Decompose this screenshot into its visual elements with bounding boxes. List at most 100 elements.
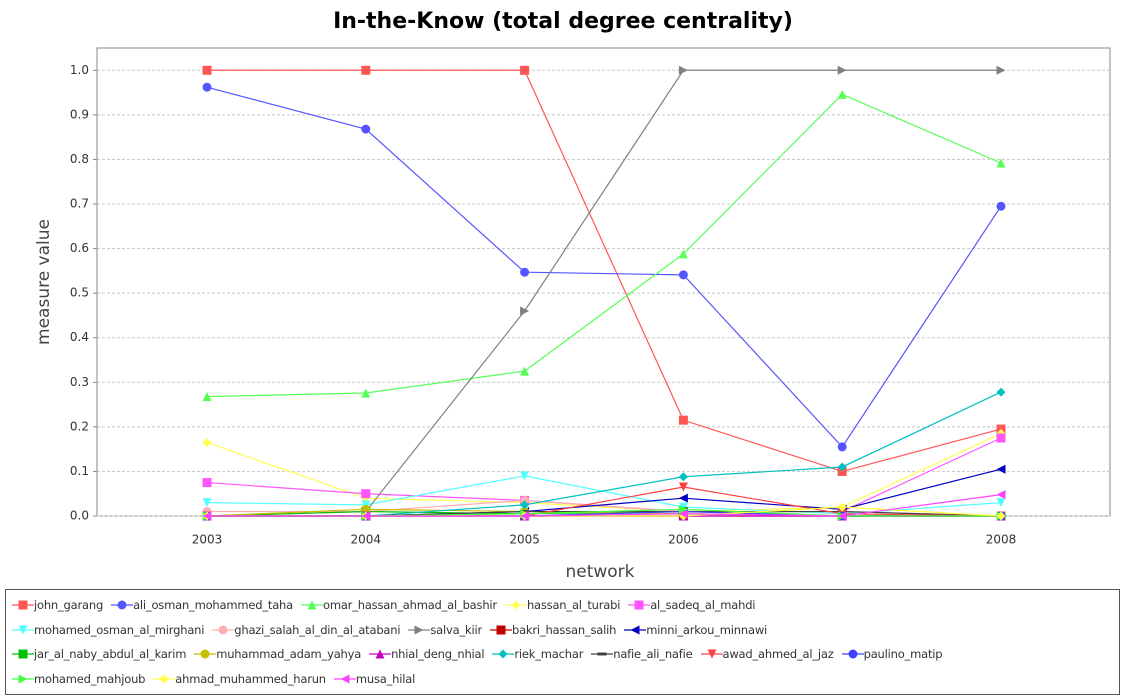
- marker: [996, 498, 1006, 508]
- legend-label: hassan_al_turabi: [526, 598, 621, 613]
- marker: [18, 600, 28, 610]
- marker: [202, 498, 212, 508]
- marker: [520, 500, 530, 510]
- marker: [996, 464, 1006, 474]
- y-tick-label: 0.7: [70, 197, 89, 211]
- marker: [678, 493, 688, 503]
- legend-item: ali_osman_mohammed_taha: [111, 595, 293, 615]
- legend-swatch: [153, 674, 176, 684]
- legend-swatch: [492, 649, 515, 659]
- legend-item: salva_kiir: [408, 620, 482, 640]
- legend-item: mohamed_mahjoub: [12, 669, 145, 689]
- marker: [520, 267, 530, 277]
- legend-item: riek_machar: [492, 644, 583, 664]
- marker: [996, 433, 1006, 443]
- x-tick-label: 2003: [192, 533, 223, 547]
- legend-item: mohamed_osman_al_mirghani: [12, 620, 204, 640]
- legend-item: bakri_hassan_salih: [489, 620, 617, 640]
- legend-label: mohamed_mahjoub: [34, 671, 146, 686]
- marker: [520, 366, 530, 376]
- legend-item: jar_al_naby_abdul_al_karim: [12, 644, 186, 664]
- y-tick-label: 0.9: [70, 107, 89, 121]
- legend-swatch: [624, 625, 647, 635]
- marker: [307, 600, 317, 610]
- x-tick-label: 2005: [509, 533, 540, 547]
- marker: [996, 511, 1006, 521]
- legend-label: riek_machar: [514, 647, 584, 662]
- marker: [678, 509, 688, 519]
- marker: [496, 625, 506, 635]
- legend-item: paulino_matip: [841, 644, 943, 664]
- marker: [837, 65, 847, 75]
- marker: [340, 674, 350, 684]
- marker: [996, 158, 1006, 168]
- marker: [848, 649, 858, 659]
- legend-swatch: [111, 600, 134, 610]
- marker: [159, 674, 169, 684]
- y-tick-label: 1.0: [70, 63, 89, 77]
- legend-item: musa_hilal: [333, 669, 416, 689]
- legend-label: muhammad_adam_yahya: [216, 647, 362, 662]
- marker: [634, 600, 644, 610]
- legend-swatch: [300, 600, 323, 610]
- legend-label: john_garang: [34, 598, 104, 613]
- y-tick-label: 0.2: [70, 419, 89, 433]
- marker: [361, 388, 371, 398]
- marker: [202, 478, 212, 488]
- legend-swatch: [489, 625, 512, 635]
- marker: [707, 649, 716, 659]
- legend-item: omar_hassan_ahmad_al_bashir: [300, 595, 497, 615]
- marker: [520, 511, 530, 521]
- legend-swatch: [212, 625, 235, 635]
- series-line: [206, 86, 1002, 448]
- y-tick-label: 0.3: [70, 375, 89, 389]
- legend-swatch: [408, 625, 431, 635]
- marker: [837, 502, 847, 512]
- y-tick-label: 0.4: [70, 330, 89, 344]
- marker: [520, 65, 530, 75]
- legend-label: jar_al_naby_abdul_al_karim: [34, 647, 187, 662]
- marker: [678, 472, 688, 482]
- marker: [996, 65, 1006, 75]
- marker: [414, 625, 424, 635]
- series-line: [207, 69, 1002, 473]
- legend-label: nafie_ali_nafie: [613, 647, 693, 662]
- legend-swatch: [591, 652, 614, 656]
- legend-swatch: [333, 674, 356, 684]
- legend-swatch: [12, 625, 34, 635]
- plot-area: [96, 47, 1111, 517]
- chart-title: In-the-Know (total degree centrality): [333, 9, 793, 34]
- marker: [520, 471, 530, 481]
- marker: [996, 201, 1006, 211]
- legend-swatch: [700, 649, 723, 659]
- marker: [18, 674, 28, 684]
- y-tick-label: 0.6: [70, 241, 89, 255]
- legend-label: mohamed_osman_al_mirghani: [34, 622, 205, 637]
- marker: [218, 625, 228, 635]
- legend-item: nafie_ali_nafie: [591, 644, 693, 664]
- legend-item: awad_ahmed_al_jaz: [700, 644, 834, 664]
- marker: [202, 511, 212, 521]
- marker: [996, 490, 1006, 500]
- legend-label: omar_hassan_ahmad_al_bashir: [322, 598, 497, 613]
- marker: [678, 482, 688, 492]
- legend-item: minni_arkou_minnawi: [624, 620, 767, 640]
- legend-label: paulino_matip: [863, 647, 943, 662]
- legend-label: musa_hilal: [355, 671, 416, 686]
- marker: [361, 124, 371, 134]
- legend-label: minni_arkou_minnawi: [646, 622, 768, 637]
- marker: [498, 649, 508, 659]
- legend-swatch: [628, 600, 651, 610]
- series-line: [207, 494, 1002, 517]
- y-tick-label: 0.5: [70, 286, 89, 300]
- marker: [202, 392, 212, 402]
- legend-swatch: [841, 649, 864, 659]
- x-tick-label: 2006: [668, 533, 699, 547]
- legend: john_garang ali_osman_mohammed_taha omar_h…: [5, 589, 1120, 695]
- legend-label: bakri_hassan_salih: [511, 622, 617, 637]
- legend-swatch: [12, 649, 34, 659]
- marker: [202, 82, 212, 92]
- y-axis-label: measure value: [34, 219, 54, 345]
- legend-swatch: [12, 600, 34, 610]
- legend-swatch: [504, 600, 527, 610]
